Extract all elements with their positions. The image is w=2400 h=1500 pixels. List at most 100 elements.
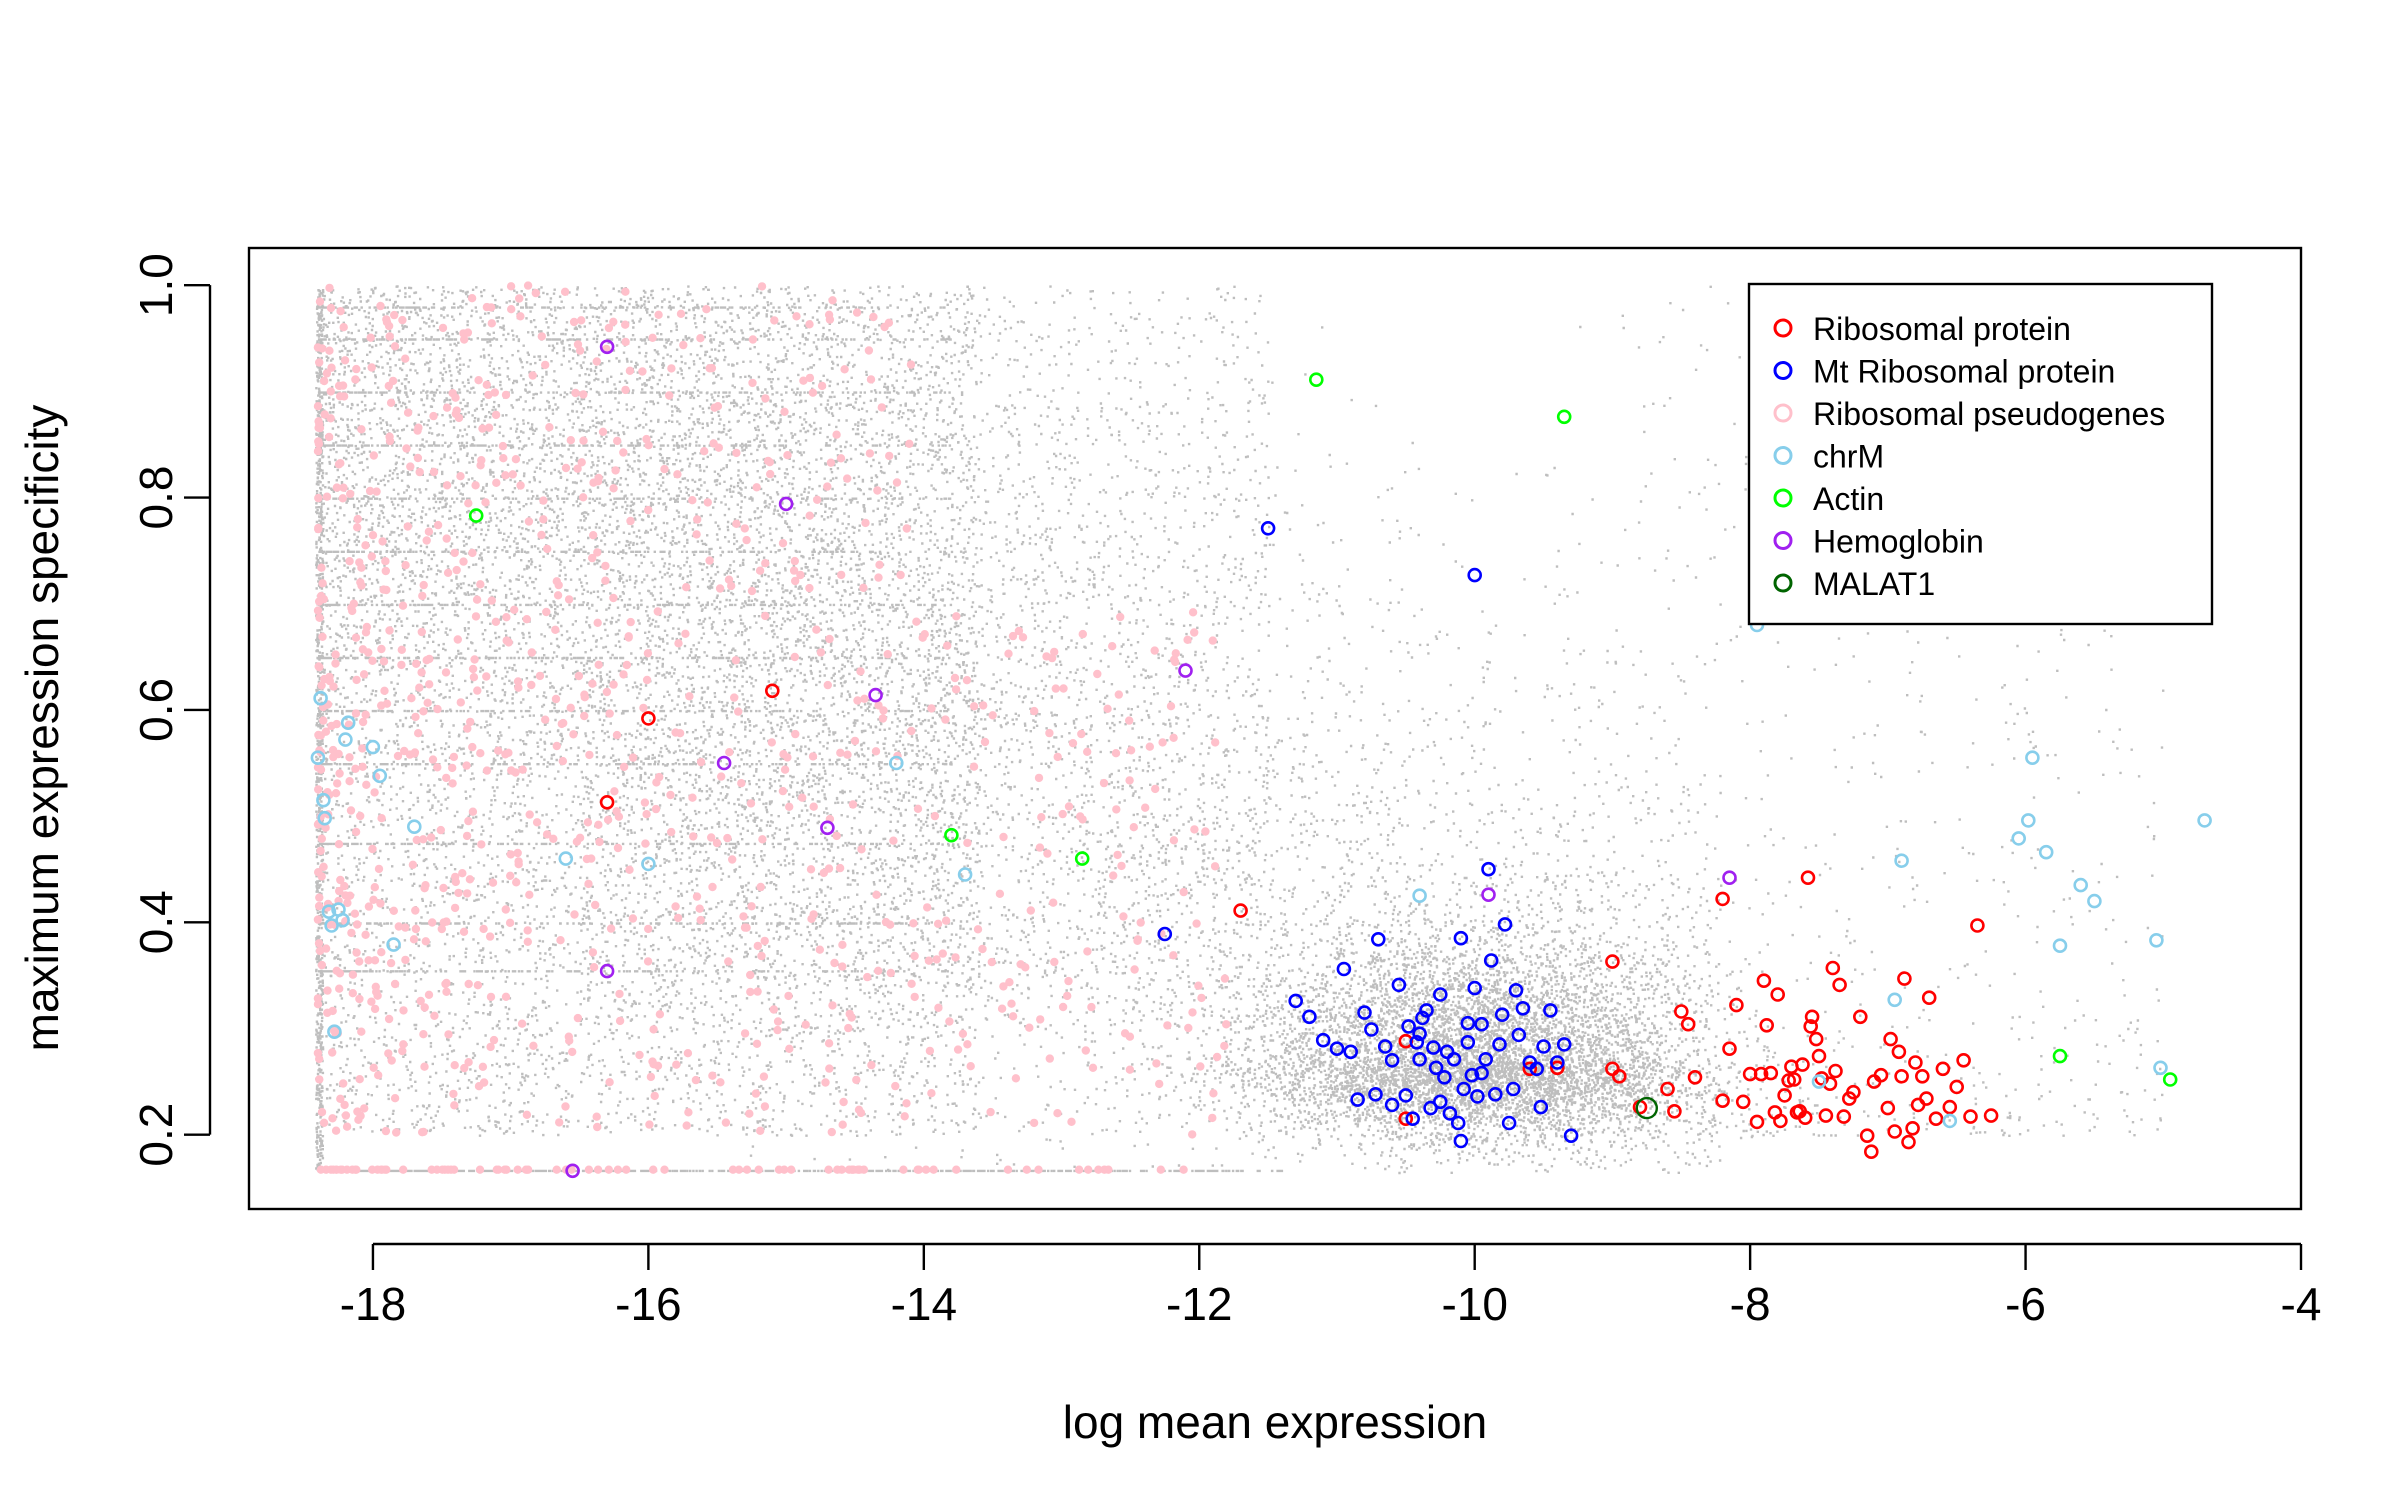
data-point — [1467, 980, 1482, 996]
data-point — [1157, 926, 1173, 942]
x-axis-label: log mean expression — [1063, 1396, 1487, 1448]
data-point — [1501, 1115, 1517, 1131]
data-point — [1891, 1044, 1907, 1060]
data-point — [1811, 1048, 1827, 1064]
data-point — [1368, 1087, 1383, 1102]
data-point — [2011, 831, 2026, 846]
data-point — [1605, 954, 1620, 969]
data-point — [386, 937, 401, 952]
x-tick-label: -6 — [2005, 1278, 2046, 1330]
data-point — [1935, 1061, 1951, 1077]
legend-label: Mt Ribosomal protein — [1813, 354, 2115, 390]
data-point — [1470, 1089, 1485, 1104]
data-point — [1543, 1003, 1558, 1018]
data-point — [310, 750, 326, 766]
x-tick-label: -12 — [1166, 1278, 1232, 1330]
y-axis: 0.2 0.4 0.6 0.8 1.0 — [130, 253, 212, 1167]
legend-item: Ribosomal pseudogenes — [1773, 396, 2165, 432]
data-point — [565, 1163, 580, 1179]
data-point — [1474, 1065, 1489, 1081]
data-point — [1880, 1100, 1896, 1116]
data-point — [1550, 1055, 1565, 1070]
data-point — [1777, 1088, 1792, 1103]
data-point — [1329, 1041, 1345, 1056]
data-point — [1074, 851, 1090, 866]
data-point — [2162, 1072, 2178, 1087]
data-point — [1832, 977, 1847, 993]
data-point — [1887, 992, 1902, 1008]
data-point — [1563, 1128, 1579, 1143]
data-point — [1433, 1094, 1448, 1110]
data-point — [778, 496, 794, 512]
x-axis: -18 -16 -14 -12 -10 -8 -6 -4 — [340, 1242, 2321, 1330]
x-tick-label: -18 — [340, 1278, 406, 1330]
data-point — [1497, 917, 1513, 932]
data-point — [1781, 1073, 1796, 1088]
data-point — [1515, 1000, 1531, 1016]
data-point — [1415, 1010, 1430, 1026]
data-point — [316, 792, 331, 808]
plot-frame — [247, 246, 2303, 1211]
data-point — [1729, 997, 1744, 1013]
data-point — [1811, 1074, 1827, 1089]
data-point — [1887, 1124, 1902, 1139]
y-axis-label: maximum expression specificity — [16, 405, 68, 1052]
data-point — [1453, 1133, 1469, 1149]
data-point — [2087, 893, 2102, 909]
legend-label: Ribosomal protein — [1813, 311, 2071, 347]
series-hemoglobin — [565, 339, 1737, 1179]
data-point — [1481, 887, 1496, 903]
data-point — [599, 963, 615, 979]
data-point — [1942, 1113, 1958, 1129]
data-point — [1478, 1052, 1493, 1067]
x-tick-label: -8 — [1730, 1278, 1771, 1330]
data-point — [1894, 853, 1909, 869]
data-point — [1474, 1016, 1489, 1032]
data-point — [868, 687, 883, 703]
data-point — [1759, 1018, 1774, 1033]
data-point — [1908, 1055, 1923, 1070]
data-point — [1508, 982, 1524, 998]
data-point — [599, 339, 615, 355]
data-point — [1797, 1110, 1813, 1125]
data-point — [1494, 1007, 1510, 1023]
data-point — [1412, 1052, 1427, 1067]
data-point — [1426, 1040, 1441, 1055]
data-point — [1522, 1061, 1538, 1077]
y-tick-label: 1.0 — [130, 253, 182, 317]
data-point — [1536, 1039, 1551, 1054]
data-point — [1433, 987, 1448, 1002]
data-point — [957, 867, 973, 882]
legend-label: Hemoglobin — [1813, 524, 1984, 560]
data-point — [1481, 861, 1496, 877]
data-point — [1533, 1099, 1549, 1115]
y-tick-label: 0.8 — [130, 466, 182, 530]
data-point — [1735, 1094, 1751, 1110]
data-point — [1864, 1144, 1879, 1159]
legend-marker — [1773, 361, 1793, 380]
data-point — [1506, 1081, 1521, 1097]
legend-marker — [1773, 446, 1793, 465]
data-point — [1804, 1009, 1820, 1025]
data-point — [1949, 1079, 1964, 1095]
data-point — [641, 856, 656, 872]
data-point — [2052, 938, 2068, 954]
data-point — [1467, 567, 1482, 583]
data-point — [338, 732, 353, 747]
data-point — [764, 683, 780, 699]
data-point — [1753, 1066, 1769, 1082]
data-point — [2052, 1048, 2068, 1064]
data-point — [1818, 1108, 1834, 1123]
data-point — [2153, 1060, 2168, 1076]
data-point — [1492, 1037, 1507, 1052]
data-point — [1488, 1087, 1503, 1102]
data-point — [1956, 1053, 1971, 1068]
data-point — [1687, 1070, 1703, 1085]
y-tick-label: 0.2 — [130, 1103, 182, 1167]
data-point — [1970, 918, 1985, 933]
data-point — [1795, 1057, 1810, 1072]
data-point — [1233, 903, 1248, 918]
data-point — [1901, 1134, 1916, 1150]
legend-label: MALAT1 — [1813, 566, 1935, 602]
